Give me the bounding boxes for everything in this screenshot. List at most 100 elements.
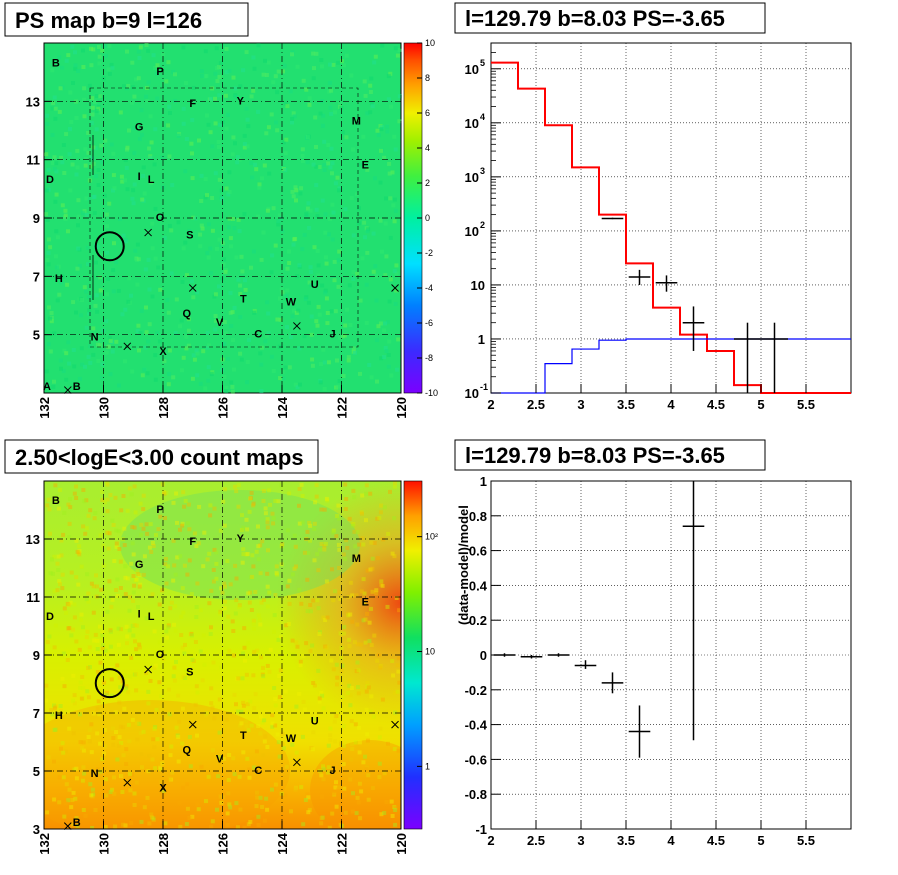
model-series [491,61,851,394]
map-cell [89,295,93,300]
colorbar-tick-label: -2 [425,248,433,258]
map-cell [79,313,84,318]
map-cell [384,196,388,201]
map-cell [299,785,304,790]
map-cell [307,226,312,230]
map-cell [387,171,392,176]
map-cell [106,530,111,535]
map-cell [107,43,112,48]
map-cell [156,265,161,270]
map-cell [260,672,265,677]
map-cell [94,94,99,98]
map-cell [238,84,243,89]
map-cell [100,646,105,651]
map-cell [176,693,181,698]
source-label: J [330,765,336,777]
map-cell [378,321,383,326]
map-cell [184,334,189,339]
map-cell [174,660,178,664]
map-cell [334,804,339,809]
map-cell [226,225,231,230]
map-cell [365,681,370,685]
map-cell [265,208,270,213]
map-cell [360,493,365,498]
map-cell [233,94,238,99]
map-cell [190,657,195,662]
map-cell [373,273,378,278]
source-circle [94,668,125,699]
map-cell [304,212,309,217]
map-cell [105,609,110,614]
map-cell [354,811,359,816]
map-cell [178,527,182,532]
map-cell [106,276,111,281]
map-cell [150,815,154,820]
map-cell [132,623,137,628]
map-cell [365,250,370,255]
map-cell [370,556,375,561]
map-cell [105,212,109,217]
map-cell [93,146,98,151]
map-cell [71,348,76,352]
map-cell [58,358,63,363]
map-cell [142,805,147,810]
map-cell [229,380,234,385]
map-cell [278,213,282,218]
map-cell [152,629,157,634]
map-cell [83,156,88,161]
map-cell [174,491,179,496]
map-cell [299,601,304,606]
map-cell [319,773,324,778]
map-cell [130,196,135,201]
map-cell [88,665,92,670]
map-cell [166,382,171,387]
map-cell [214,247,219,251]
map-cell [62,814,67,819]
map-cell [150,294,155,299]
map-cell [255,795,260,800]
plot-grid [490,43,851,394]
map-cell [377,761,382,766]
map-cell [323,230,328,235]
map-cell [340,823,345,828]
map-cell [121,822,126,827]
map-cell [70,798,75,802]
y-tick-label: 10 [465,386,479,401]
map-cell [131,201,136,206]
map-cell [153,65,158,70]
map-cell [53,623,58,628]
map-cell [247,337,251,342]
map-cell [245,144,250,149]
map-cell [69,570,74,575]
map-cell [322,507,327,512]
y-tick-label: 3 [33,822,40,837]
map-cell [74,172,79,177]
map-cell [388,489,392,494]
map-cell [194,684,199,689]
map-cell [97,61,102,66]
map-cell [360,256,365,261]
map-cell [320,123,325,128]
map-cell [94,260,98,265]
map-cell [236,709,241,714]
map-cell [315,552,320,557]
map-cell [365,611,370,616]
panel-title: l=129.79 b=8.03 PS=-3.65 [465,443,725,468]
source-label: C [254,765,262,777]
map-cell [203,195,208,200]
map-cell [368,83,373,88]
map-cell [280,370,285,375]
map-cell [261,597,266,602]
map-cell [80,746,85,750]
map-cell [108,790,113,794]
map-cell [314,483,319,488]
map-cell [100,757,105,762]
map-cell [176,133,181,138]
y-tick-label: 10 [465,116,479,131]
source-label: N [91,768,99,780]
map-cell [52,589,57,594]
map-cell [93,303,98,308]
map-cell [334,714,339,718]
map-cell [239,528,244,532]
map-cell [147,322,152,327]
